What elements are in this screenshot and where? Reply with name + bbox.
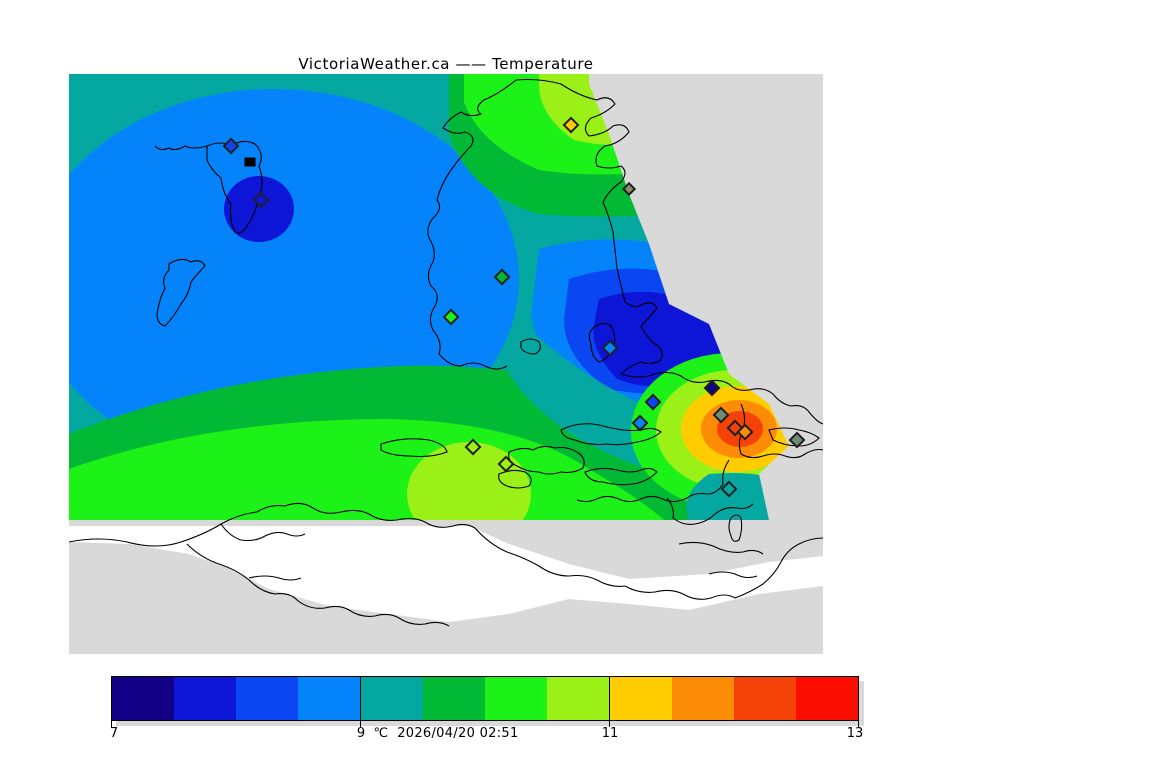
- station-marker[interactable]: [442, 308, 460, 326]
- colorbar-band-8: [609, 677, 672, 720]
- coast-outside-bay: [248, 575, 302, 581]
- colorbar-tick-9: [360, 720, 361, 727]
- coast-outside-island-strip2: [708, 571, 758, 579]
- coast-island-ne-inlet: [588, 322, 616, 363]
- colorbar-label-mid1: 9: [356, 726, 366, 741]
- coast-outside-south: [186, 543, 450, 627]
- station-marker[interactable]: [493, 268, 511, 286]
- coast-archipelago-north: [560, 423, 662, 446]
- coast-peninsula-west: [427, 79, 517, 370]
- station-marker[interactable]: [736, 423, 754, 441]
- colorbar-band-3: [298, 677, 360, 720]
- coast-outside-east: [734, 537, 823, 599]
- station-marker[interactable]: [621, 181, 637, 197]
- colorbar-band-10: [734, 677, 796, 720]
- colorbar-tick-11: [609, 720, 610, 727]
- colorbar-band-5: [423, 677, 485, 720]
- station-marker[interactable]: [703, 379, 721, 397]
- colorbar-caption: ℃ 2026/04/20 02:51: [373, 726, 519, 741]
- station-marker[interactable]: [497, 455, 515, 473]
- coast-archipelago-main: [508, 445, 585, 475]
- colorbar-label-max: 13: [846, 726, 864, 741]
- station-marker[interactable]: [788, 431, 806, 449]
- station-marker[interactable]: [712, 406, 730, 424]
- coast-island-ne-tiny: [520, 338, 541, 355]
- station-marker[interactable]: [222, 137, 240, 155]
- land-mask: [69, 74, 823, 654]
- station-marker[interactable]: [601, 339, 619, 357]
- map-panel[interactable]: [69, 74, 823, 654]
- coast-island-sw-small: [156, 258, 206, 327]
- colorbar: 7 9 11 13: [109, 676, 879, 741]
- coast-sandbar-sw: [380, 438, 448, 458]
- coast-island-se-sliver: [728, 514, 743, 542]
- colorbar-band-2: [236, 677, 298, 720]
- colorbar-band-9: [672, 677, 734, 720]
- coast-east-north-shore: [620, 371, 823, 425]
- coast-island-nw-bay: [244, 157, 256, 167]
- colorbar-band-1: [174, 677, 236, 720]
- contour-band-yellowgreen-sw: [407, 442, 531, 520]
- contour-band-blue-core-nw: [224, 176, 294, 242]
- station-marker[interactable]: [464, 438, 482, 456]
- coast-outside-mid2: [624, 585, 736, 600]
- water-outside-domain-mid: [219, 526, 823, 622]
- coast-se-bay: [666, 497, 754, 525]
- colorbar-label-mid2: 11: [601, 726, 619, 741]
- station-markers[interactable]: [222, 116, 806, 498]
- coast-outside-island-strip: [678, 541, 764, 555]
- colorbar-bands[interactable]: [111, 676, 859, 721]
- station-marker[interactable]: [644, 393, 662, 411]
- coast-east-cape: [768, 427, 820, 447]
- station-marker[interactable]: [252, 191, 270, 209]
- coast-south-central: [576, 459, 730, 503]
- page-title: VictoriaWeather.ca —— Temperature: [298, 55, 594, 73]
- temperature-contour-map[interactable]: [69, 74, 823, 654]
- coast-outside-mid: [474, 527, 626, 587]
- coastlines: [69, 78, 823, 627]
- coast-island-nw-main: [206, 140, 263, 234]
- coast-archipelago-west: [498, 469, 532, 489]
- colorbar-tick-7: [111, 720, 112, 727]
- colorbar-band-6: [485, 677, 547, 720]
- landmass-east-upper: [596, 74, 823, 520]
- coast-peninsula-east: [515, 78, 663, 375]
- coast-island-nw-spit: [154, 145, 208, 151]
- station-marker[interactable]: [720, 480, 738, 498]
- station-marker[interactable]: [562, 116, 580, 134]
- colorbar-band-7: [547, 677, 609, 720]
- coast-outside-inlet: [220, 523, 306, 542]
- colorbar-band-11: [796, 677, 858, 720]
- station-marker[interactable]: [631, 414, 649, 432]
- colorbar-band-0: [112, 677, 174, 720]
- coast-archipelago-south: [584, 467, 658, 486]
- colorbar-tick-13: [858, 720, 859, 727]
- colorbar-band-4: [360, 677, 423, 720]
- colorbar-label-min: 7: [109, 726, 119, 741]
- coast-outside-north: [69, 502, 476, 547]
